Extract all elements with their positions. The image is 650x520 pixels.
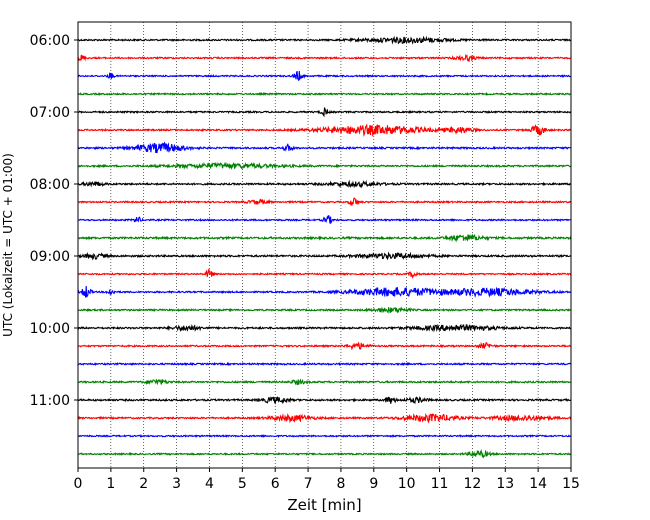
trace-1100 [77, 396, 572, 405]
trace-0600 [77, 35, 572, 45]
x-tick-label: 14 [529, 476, 547, 492]
trace-0845 [77, 233, 572, 243]
trace-0745 [77, 161, 572, 170]
x-tick-label: 9 [369, 476, 378, 492]
trace-0945 [77, 306, 572, 314]
seismic-traces [77, 35, 572, 459]
trace-0915 [77, 268, 572, 280]
y-axis-label: UTC (Lokalzeit = UTC + 01:00) [1, 153, 15, 337]
trace-1030 [77, 361, 572, 367]
vertical-gridlines [110, 22, 539, 468]
y-axis-ticks: 06:00 07:00 08:00 09:00 10:00 11:00 [30, 33, 78, 409]
trace-1015 [77, 341, 572, 351]
trace-0815 [77, 197, 572, 207]
trace-0615 [77, 53, 572, 63]
trace-0645 [77, 91, 572, 97]
trace-1045 [77, 378, 572, 386]
trace-0900 [77, 251, 572, 261]
x-tick-label: 1 [106, 476, 115, 492]
trace-0930 [77, 286, 572, 298]
y-tick-label: 09:00 [30, 249, 70, 265]
trace-0830 [77, 215, 572, 225]
x-axis-label: Zeit [min] [287, 496, 361, 514]
x-tick-label: 15 [562, 476, 580, 492]
y-tick-label: 08:00 [30, 177, 70, 193]
trace-0630 [77, 70, 572, 81]
x-tick-label: 3 [172, 476, 181, 492]
x-tick-label: 2 [139, 476, 148, 492]
x-tick-label: 7 [304, 476, 313, 492]
y-tick-label: 10:00 [30, 321, 70, 337]
x-tick-label: 13 [496, 476, 514, 492]
plot-background [78, 22, 571, 468]
trace-0715 [77, 123, 572, 137]
trace-1130 [77, 433, 572, 439]
plot-frame [77, 21, 572, 469]
trace-0730 [77, 141, 572, 154]
y-tick-label: 06:00 [30, 33, 70, 49]
trace-0700 [77, 107, 572, 118]
trace-1000 [77, 323, 572, 333]
trace-1115 [77, 412, 572, 424]
x-tick-label: 12 [463, 476, 481, 492]
x-tick-label: 11 [431, 476, 449, 492]
y-tick-label: 07:00 [30, 105, 70, 121]
x-tick-label: 8 [336, 476, 345, 492]
x-axis-ticks: 0 1 2 3 4 5 6 7 8 9 10 11 12 13 14 15 [74, 468, 580, 492]
trace-0800 [77, 179, 572, 189]
x-tick-label: 5 [238, 476, 247, 492]
x-tick-label: 0 [74, 476, 83, 492]
x-tick-label: 10 [398, 476, 416, 492]
trace-1145 [77, 449, 572, 459]
y-tick-label: 11:00 [30, 393, 70, 409]
x-tick-label: 4 [205, 476, 214, 492]
x-tick-label: 6 [271, 476, 280, 492]
